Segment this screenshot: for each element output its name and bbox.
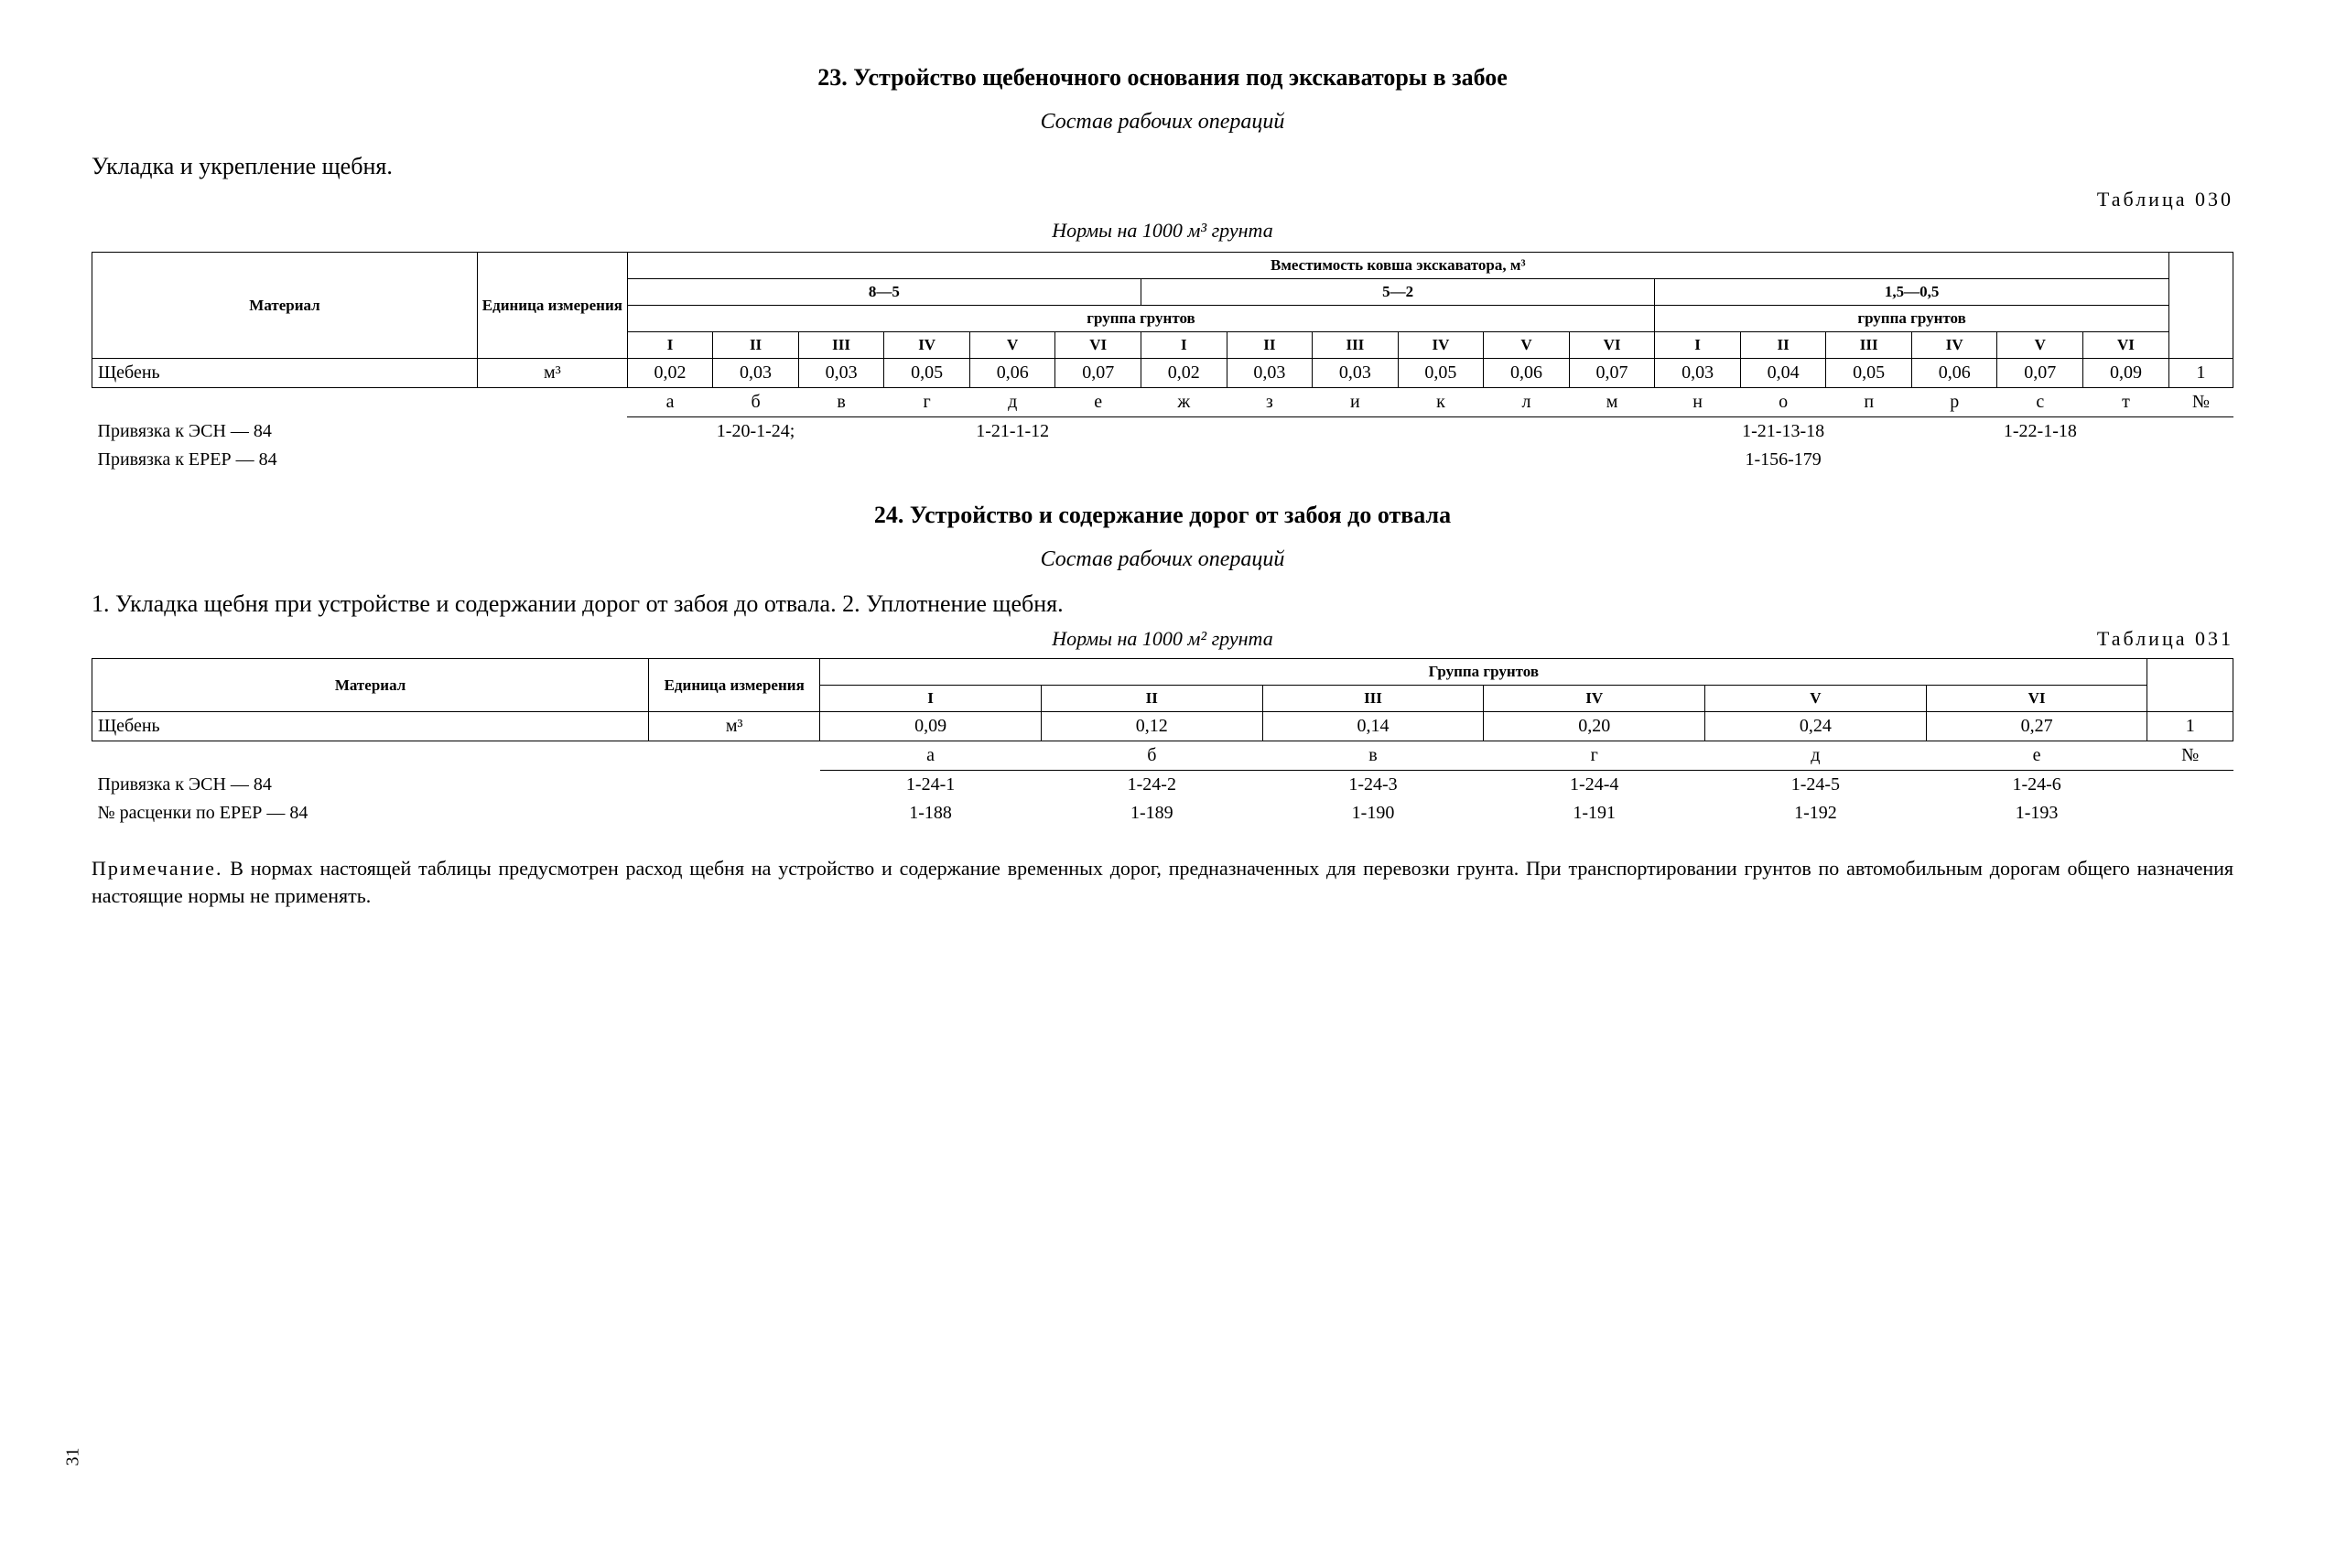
note-label: Примечание. [92,857,222,880]
top-header: Вместимость ковша экскаватора, м³ [627,253,2168,279]
note: Примечание. В нормах настоящей таблицы п… [92,855,2233,909]
range-0: 8—5 [627,279,1141,306]
binding-erer-row-31: № расценки по ЕРЕР — 84 1-188 1-189 1-19… [92,799,2233,827]
page-number: 31 [63,1448,84,1466]
section24-subtitle: Состав рабочих операций [92,547,2233,572]
table031-norms: Нормы на 1000 м² грунта [806,627,1519,651]
col-material-31: Материал [92,659,649,712]
table030-label: Таблица 030 [92,188,2233,211]
section24-title: 24. Устройство и содержание дорог от заб… [92,502,2233,529]
section23-subtitle: Состав рабочих операций [92,110,2233,135]
col-material: Материал [92,253,478,359]
binding-esn-row: Привязка к ЭСН — 84 1-20-1-24; 1-21-1-12… [92,417,2233,447]
binding-esn-label: Привязка к ЭСН — 84 [92,417,628,447]
binding-esn-row-31: Привязка к ЭСН — 84 1-24-1 1-24-2 1-24-3… [92,771,2233,800]
material-name: Щебень [92,359,478,388]
section23-ops: Укладка и укрепление щебня. [92,153,2233,180]
range-1: 5—2 [1141,279,1655,306]
section23-title: 23. Устройство щебеночного основания под… [92,64,2233,92]
letters-row-31: а б в г д е № [92,741,2233,771]
table031: Материал Единица измерения Группа грунто… [92,658,2233,827]
col-unit-31: Единица измерения [649,659,820,712]
table030: Материал Единица измерения Вместимость к… [92,252,2233,474]
section24-ops: 1. Укладка щебня при устройстве и содерж… [92,590,2233,618]
range-2: 1,5—0,5 [1655,279,2169,306]
binding-erer-label: Привязка к ЕРЕР — 84 [92,446,628,474]
binding-erer-row: Привязка к ЕРЕР — 84 1-156-179 [92,446,2233,474]
group-label-a: группа грунтов [627,306,1655,332]
table031-label: Таблица 031 [1519,627,2233,651]
group-label-31: Группа грунтов [820,659,2147,686]
material-unit: м³ [478,359,628,388]
material-row: Щебень м³ 0,02 0,03 0,03 0,05 0,06 0,07 … [92,359,2233,388]
material-row-31: Щебень м³ 0,09 0,12 0,14 0,20 0,24 0,27 … [92,712,2233,741]
note-text: В нормах настоящей таблицы предусмотрен … [92,857,2233,907]
table030-norms: Нормы на 1000 м³ грунта [92,219,2233,243]
letters-row: а б в г д е ж з и к л м н о п р с т № [92,388,2233,417]
group-label-b: группа грунтов [1655,306,2169,332]
col-unit: Единица измерения [478,253,628,359]
